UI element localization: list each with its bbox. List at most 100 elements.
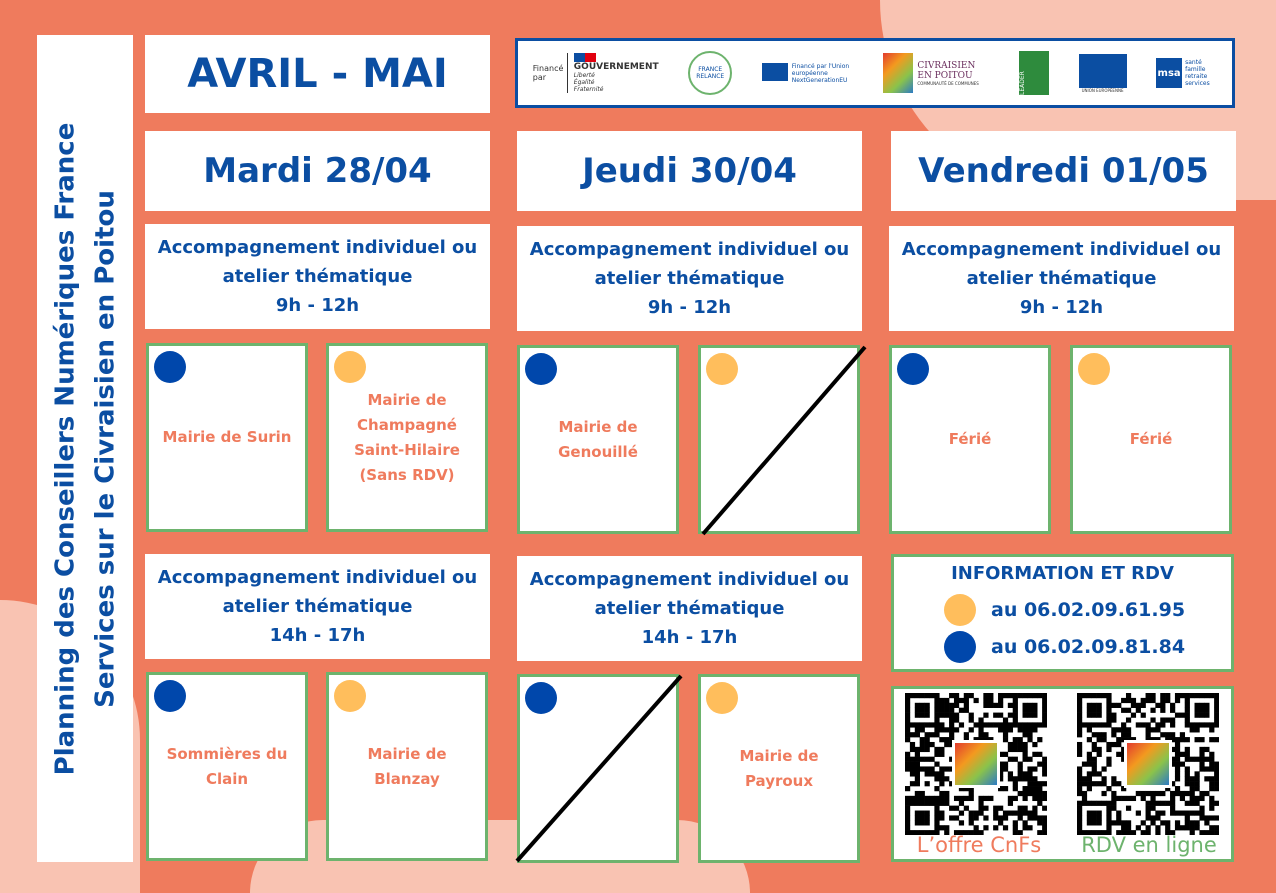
qr-module (993, 722, 999, 728)
qr-module (909, 741, 916, 748)
phone-yellow: au 06.02.09.61.95 (991, 598, 1186, 621)
qr-module (909, 795, 916, 802)
qr-module (1032, 693, 1038, 699)
qr-module (929, 800, 935, 806)
qr-module (1027, 712, 1033, 718)
qr-module (978, 810, 984, 816)
logo-union-europeenne: UNION EUROPÉENNE (1078, 53, 1127, 93)
qr-label-rdv: RDV en ligne (1081, 833, 1217, 857)
qr-module (1081, 776, 1088, 782)
qr-module (1194, 810, 1200, 816)
qr-module (998, 722, 1004, 728)
qr-module (1174, 741, 1181, 748)
qr-code-cnfs[interactable] (905, 693, 1047, 835)
qr-module (998, 693, 1004, 699)
qr-module (1106, 756, 1112, 762)
qr-module (924, 815, 930, 821)
qr-module (1145, 737, 1151, 743)
qr-module (1022, 693, 1028, 699)
qr-module (1111, 800, 1117, 806)
qr-module (1091, 712, 1097, 718)
qr-module (924, 741, 930, 748)
qr-module (1179, 825, 1186, 831)
qr-code-rdv[interactable] (1077, 693, 1219, 835)
qr-module (934, 771, 940, 777)
qr-module (1077, 707, 1083, 713)
qr-module (1096, 820, 1102, 826)
qr-module (1091, 761, 1097, 767)
qr-module (998, 697, 1004, 704)
qr-module (978, 722, 984, 728)
qr-module (909, 830, 916, 835)
qr-module (1037, 761, 1043, 767)
qr-module (1199, 766, 1205, 772)
qr-module (1140, 712, 1146, 718)
qr-module (1101, 830, 1107, 835)
qr-module (1174, 790, 1181, 797)
qr-module (1130, 737, 1137, 743)
qr-module (934, 697, 940, 704)
qr-module (914, 707, 920, 713)
qr-module (1002, 717, 1009, 723)
qr-module (973, 722, 979, 728)
qr-module (1091, 800, 1097, 806)
qr-module (905, 830, 911, 835)
qr-module (924, 707, 930, 713)
qr-module (949, 737, 955, 743)
qr-module (1106, 810, 1112, 816)
qr-module (1091, 815, 1097, 821)
qr-module (1106, 830, 1112, 835)
qr-module (934, 751, 940, 757)
qr-module (934, 761, 940, 767)
qr-module (1042, 756, 1047, 762)
qr-module (949, 732, 955, 738)
qr-module (1017, 761, 1023, 767)
qr-module (1155, 702, 1161, 708)
qr-module (1199, 810, 1205, 816)
qr-module (1086, 815, 1092, 821)
qr-module (1125, 820, 1132, 826)
qr-module (919, 727, 925, 733)
qr-module (1155, 790, 1161, 797)
qr-module (1209, 815, 1215, 821)
qr-module (1214, 707, 1219, 713)
qr-module (1101, 766, 1107, 772)
qr-module (1002, 825, 1009, 831)
qr-module (1077, 786, 1083, 792)
qr-module (1012, 693, 1018, 699)
location-box: Mairie de Champagné Saint-Hilaire (Sans … (326, 343, 488, 532)
qr-module (1012, 781, 1018, 787)
qr-module (1209, 830, 1215, 835)
qr-module (1174, 761, 1181, 767)
qr-module (934, 800, 940, 806)
qr-module (978, 795, 984, 802)
yellow-dot-icon (1078, 353, 1110, 385)
qr-module (1140, 702, 1146, 708)
qr-module (953, 712, 960, 718)
qr-module (1165, 820, 1171, 826)
qr-module (1101, 737, 1107, 743)
qr-module (1086, 693, 1092, 699)
qr-module (953, 693, 960, 699)
qr-module (1174, 771, 1181, 777)
qr-module (1077, 712, 1083, 718)
qr-module (1145, 830, 1151, 835)
qr-module (1199, 790, 1205, 797)
qr-module (1101, 800, 1107, 806)
qr-module (924, 810, 930, 816)
qr-module (1130, 795, 1137, 802)
location-box: Mairie de Payroux (698, 674, 860, 863)
qr-module (1174, 776, 1181, 782)
qr-module (1116, 815, 1122, 821)
qr-module (1150, 693, 1156, 699)
qr-module (1145, 732, 1151, 738)
qr-module (1209, 805, 1215, 811)
qr-module (909, 800, 916, 806)
qr-module (998, 805, 1004, 811)
qr-module (1199, 751, 1205, 757)
qr-module (953, 702, 960, 708)
qr-module (929, 722, 935, 728)
qr-module (1032, 781, 1038, 787)
qr-module (1022, 741, 1028, 748)
qr-module (1017, 737, 1023, 743)
